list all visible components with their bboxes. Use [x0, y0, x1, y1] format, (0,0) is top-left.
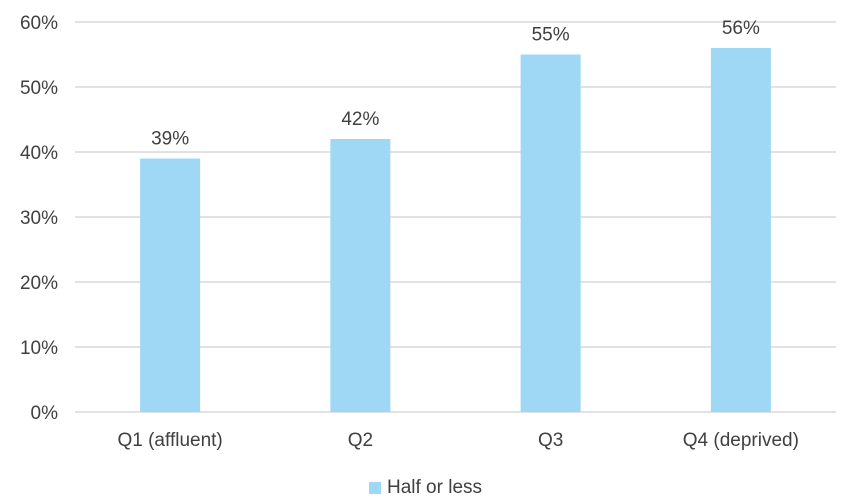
data-label: 55%: [532, 25, 570, 46]
data-labels: 39% 42% 55% 56%: [151, 18, 760, 150]
y-tick-label: 10%: [20, 338, 58, 359]
x-tick-label: Q2: [348, 430, 373, 451]
y-tick-label: 40%: [20, 143, 58, 164]
bar: [140, 158, 201, 412]
legend-swatch: [368, 482, 381, 494]
x-axis: Q1 (affluent) Q2 Q3 Q4 (deprived): [117, 430, 798, 451]
y-tick-label: 60%: [20, 13, 58, 34]
x-tick-label: Q1 (affluent): [117, 430, 222, 451]
x-tick-label: Q3: [538, 430, 563, 451]
bar: [710, 48, 771, 412]
bars: [140, 48, 771, 412]
y-tick-label: 0%: [31, 403, 59, 424]
legend: Half or less: [0, 477, 851, 499]
gridlines: [75, 21, 836, 413]
legend-label: Half or less: [386, 477, 483, 498]
bar: [520, 54, 581, 412]
x-tick-label: Q4 (deprived): [683, 430, 799, 451]
y-tick-label: 30%: [20, 208, 58, 229]
data-label: 56%: [722, 18, 760, 39]
data-label: 42%: [341, 109, 379, 130]
data-label: 39%: [151, 129, 189, 150]
y-tick-label: 50%: [20, 78, 58, 99]
y-axis: 0% 10% 20% 30% 40% 50% 60%: [20, 13, 58, 424]
y-tick-label: 20%: [20, 273, 58, 294]
bar: [330, 139, 391, 412]
